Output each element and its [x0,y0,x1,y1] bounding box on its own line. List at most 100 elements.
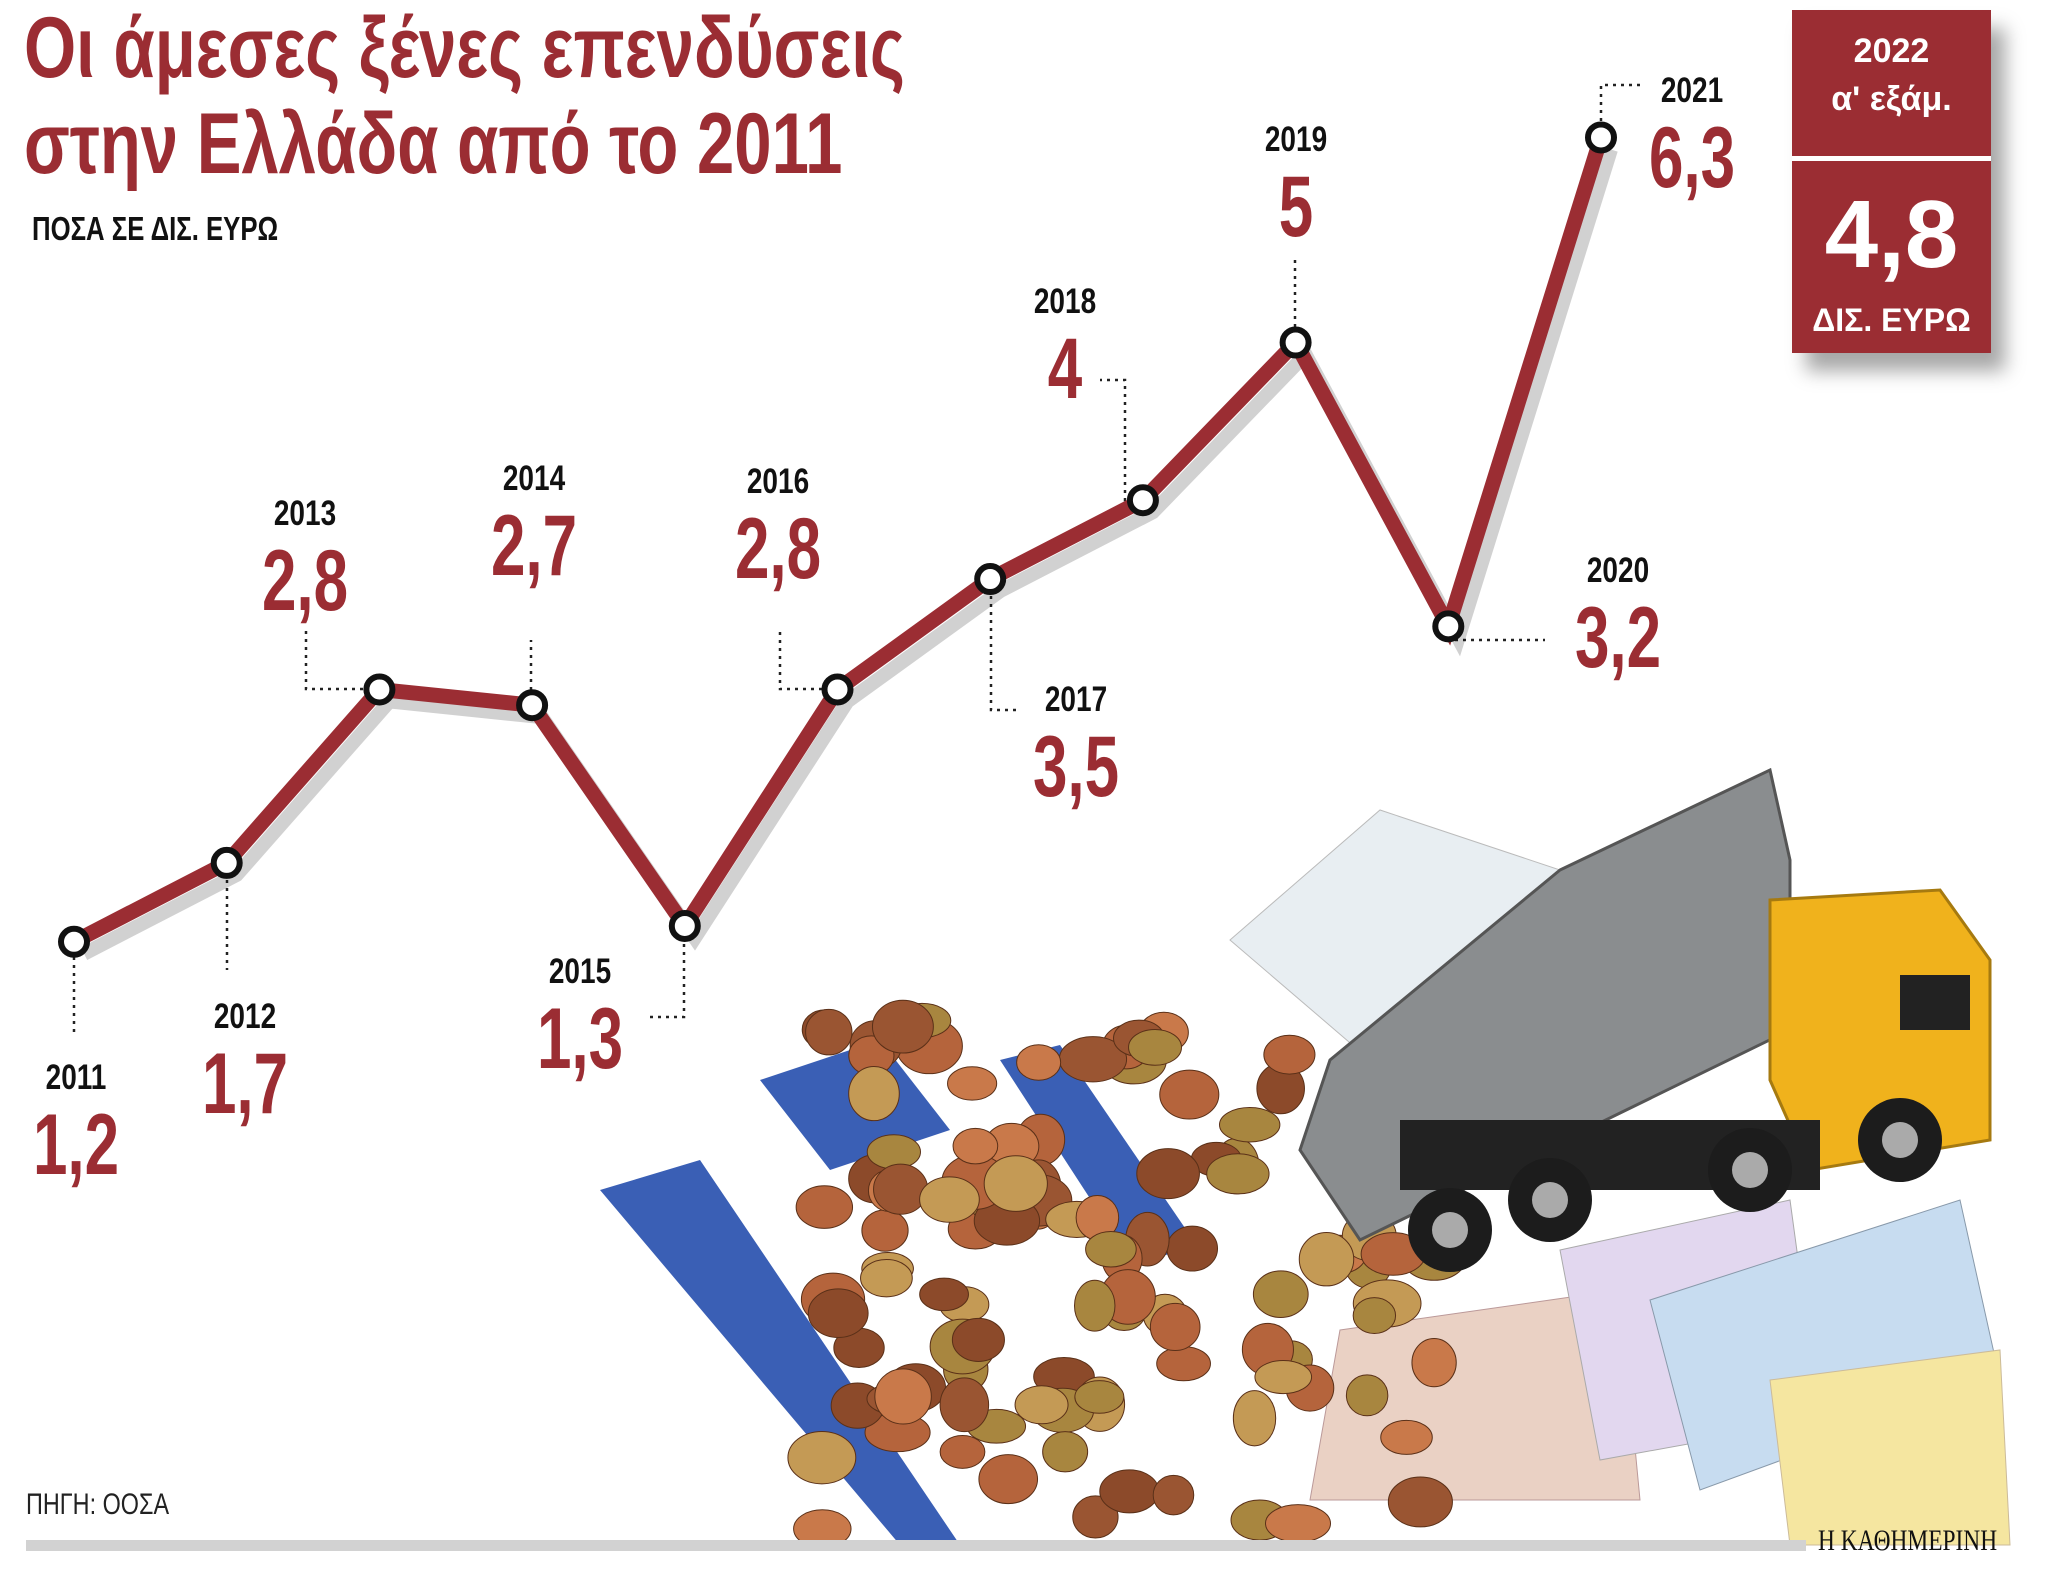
coin [1380,1419,1433,1455]
coin [1152,1474,1195,1516]
coin [1159,1069,1220,1120]
value-label: 3,5 [1032,719,1120,815]
chart-title: Οι άμεσες ξένες επενδύσεις στην Ελλάδα α… [24,0,1153,192]
data-point-2021 [1585,121,1617,154]
coin [795,1185,854,1229]
coin [947,1066,998,1101]
coin [1411,1337,1457,1388]
unit-subtitle: ΠΟΣΑ ΣΕ ΔΙΣ. ΕΥΡΩ [32,210,348,248]
value-label: 3,2 [1574,590,1662,686]
year-label: 2017 [1044,680,1108,719]
coin [807,1288,869,1338]
coin [983,1155,1048,1212]
data-point-2011 [58,925,90,958]
coin [1085,1230,1137,1268]
title-line-1: Οι άμεσες ξένες επενδύσεις [24,0,905,96]
coin [1298,1232,1355,1287]
subtitle-text: ΠΟΣΑ ΣΕ ΔΙΣ. ΕΥΡΩ [32,210,279,247]
source-text: ΠΗΓΗ: ΟΟΣΑ [26,1488,170,1521]
coin [1254,1360,1313,1395]
coin [1263,1034,1316,1075]
coin [1016,1044,1062,1081]
coin [805,1008,853,1056]
coin [952,1127,999,1165]
coin [919,1176,980,1223]
toy-truck [1298,767,1992,1272]
year-label: 2015 [548,952,612,991]
data-point-2020 [1432,610,1465,643]
value-label: 4 [1047,321,1083,417]
coin [1073,1279,1116,1332]
coin [1252,1270,1309,1319]
coin [860,1258,913,1298]
brand-text: Η ΚΑΘΗΜΕΡΙΝΗ [1818,1524,1998,1557]
coin [1149,1302,1201,1352]
value-label: 1,3 [536,991,624,1087]
year-label: 2016 [746,462,810,501]
footer-bar [26,1540,1806,1551]
coin [1042,1431,1089,1473]
coin [1206,1153,1270,1195]
data-point-2019 [1279,326,1312,359]
box-period: α' εξάμ. [1831,80,1952,118]
coin [1072,1495,1119,1539]
data-point-2012 [210,846,243,879]
value-label: 2,7 [490,498,578,594]
year-label: 2018 [1033,282,1097,321]
year-label: 2019 [1264,120,1328,159]
box-year: 2022 [1853,32,1930,70]
value-label: 2,8 [734,501,822,597]
box-value: 4,8 [1824,181,1959,288]
year-label: 2014 [502,459,566,498]
leader-line [645,928,686,1019]
leader-line [778,630,838,691]
value-label: 1,7 [201,1036,289,1132]
box-unit: ΔΙΣ. ΕΥΡΩ [1812,302,1971,338]
value-label: 5 [1278,159,1314,255]
year-label: 2020 [1586,551,1650,590]
coin [919,1277,969,1312]
coin [1218,1107,1281,1143]
leader-line [1599,83,1640,137]
coin [978,1454,1039,1505]
box-divider [1792,156,1991,161]
title-line-2: στην Ελλάδα από το 2011 [24,96,843,192]
brand-logo: Η ΚΑΘΗΜΕΡΙΝΗ [1818,1524,2047,1558]
year-label: 2021 [1660,71,1724,110]
data-point-2016 [821,673,854,706]
coin [848,1066,900,1122]
value-label: 1,2 [32,1097,120,1193]
leader-line [304,630,379,691]
coin [874,1368,932,1425]
data-point-2018 [1126,484,1159,517]
coin [1136,1148,1200,1200]
data-point-2013 [363,673,396,706]
coin [951,1317,1005,1362]
coin [1014,1385,1069,1425]
highlight-box-2022: 2022 α' εξάμ. 4,8 ΔΙΣ. ΕΥΡΩ [1792,10,1991,353]
coin [939,1377,990,1433]
coin [1232,1390,1277,1447]
leader-line [1100,378,1142,502]
source-note: ΠΗΓΗ: ΟΟΣΑ [26,1488,209,1522]
leader-line [989,580,1020,712]
coin [1352,1297,1397,1335]
coin [1128,1028,1182,1066]
value-label: 6,3 [1648,110,1736,206]
greek-flag [600,1040,1420,1545]
data-point-2017 [974,563,1007,596]
coin [1345,1374,1389,1417]
coin [1074,1380,1125,1414]
coin [871,999,934,1054]
coins [787,999,1467,1549]
coin [787,1430,857,1485]
data-point-2014 [516,689,549,722]
year-label: 2011 [45,1058,107,1097]
coin [1387,1476,1453,1528]
year-label: 2013 [273,494,337,533]
coin [939,1434,986,1469]
data-point-2015 [668,909,701,942]
year-label: 2012 [213,997,277,1036]
